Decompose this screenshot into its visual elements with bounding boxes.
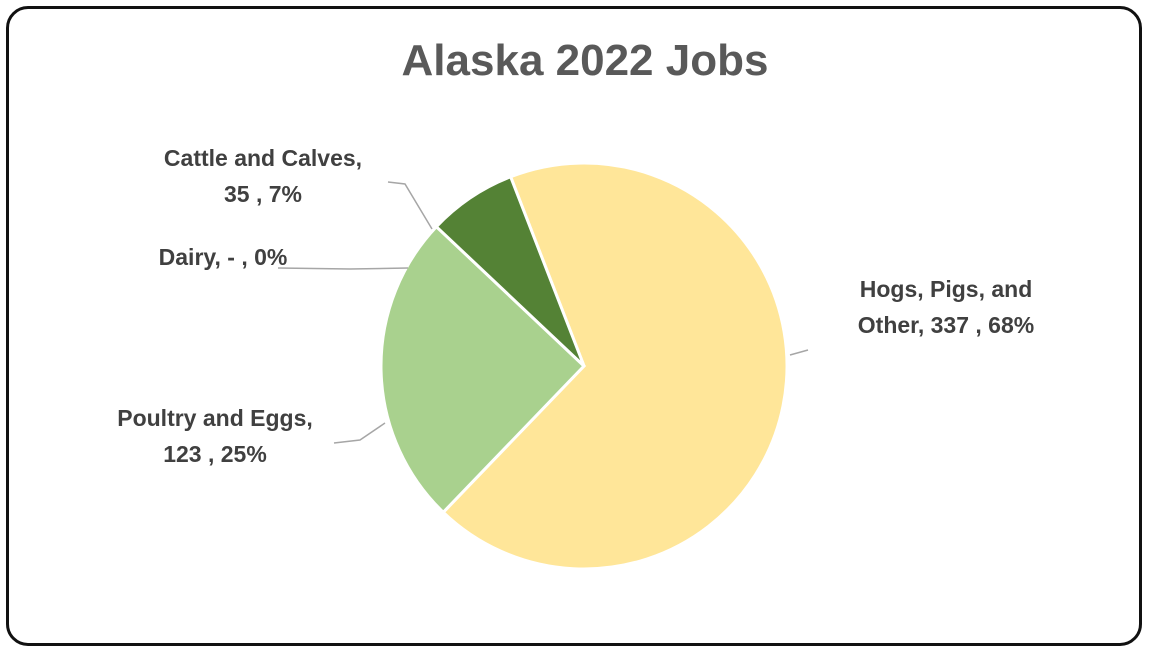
leader-line-hogs-pigs-and-other [789,349,809,356]
leader-line-dairy [277,267,409,270]
data-label-line: 123 , 25% [163,441,267,467]
pie-slice-cattle-and-calves [434,174,586,368]
pie-slice-hogs-pigs-and-other [441,161,789,571]
leader-line-poultry-and-eggs [333,422,386,444]
leader-line-cattle-and-calves [387,181,433,230]
data-label-hogs-pigs-and-other: Hogs, Pigs, and Other, 337 , 68% [858,276,1034,338]
data-label-line: Hogs, Pigs, and [860,276,1033,302]
leader-lines [277,181,809,444]
pie-slice-poultry-and-eggs [379,224,587,515]
data-label-line: 35 , 7% [224,181,302,207]
data-label-dairy: Dairy, - , 0% [159,244,288,270]
data-labels: Hogs, Pigs, and Other, 337 , 68% Poultry a… [117,145,1034,467]
pie-chart: Hogs, Pigs, and Other, 337 , 68% Poultry a… [117,145,1034,571]
data-label-poultry-and-eggs: Poultry and Eggs, 123 , 25% [117,405,313,467]
data-label-line: Dairy, - , 0% [159,244,288,270]
data-label-line: Other, 337 , 68% [858,312,1034,338]
data-label-line: Poultry and Eggs, [117,405,313,431]
data-label-line: Cattle and Calves, [164,145,362,171]
data-label-cattle-and-calves: Cattle and Calves, 35 , 7% [164,145,362,207]
pie-slices [379,161,789,571]
chart-title: Alaska 2022 Jobs [401,36,769,85]
